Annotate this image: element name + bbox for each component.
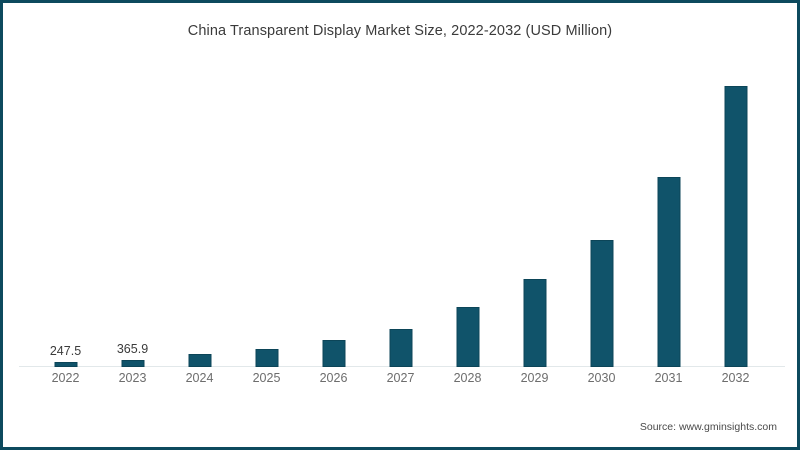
bar-slot	[501, 61, 568, 367]
plot-area: 247.5 365.9	[19, 61, 785, 367]
bar-2029[interactable]	[523, 279, 546, 367]
x-axis-label-2031: 2031	[654, 371, 683, 385]
bar-2031[interactable]	[657, 176, 680, 367]
bar-slot	[434, 61, 501, 367]
bar-slot	[568, 61, 635, 367]
bar-2028[interactable]	[456, 307, 479, 367]
x-axis-label-2027: 2027	[386, 371, 415, 385]
bar-slot	[702, 61, 769, 367]
x-axis-label-2032: 2032	[721, 371, 750, 385]
bar-2024[interactable]	[188, 354, 211, 367]
x-axis-label-2025: 2025	[252, 371, 281, 385]
x-axis-labels: 2022 2023 2024 2025 2026 2027 2028 2029 2030 2031…	[19, 371, 785, 395]
bar-slot	[233, 61, 300, 367]
bar-2032[interactable]	[724, 86, 747, 367]
bar-slot	[635, 61, 702, 367]
x-axis-label-2022: 2022	[51, 371, 80, 385]
bar-slot: 365.9	[99, 61, 166, 367]
bar-value-label-2022: 247.5	[49, 344, 82, 358]
bar-value-label-2023: 365.9	[116, 341, 149, 356]
bar-slot: 247.5	[32, 61, 99, 367]
x-axis-label-2026: 2026	[319, 371, 348, 385]
bar-slot	[367, 61, 434, 367]
x-axis-label-2024: 2024	[185, 371, 214, 385]
x-axis-label-2029: 2029	[520, 371, 549, 385]
chart-title: China Transparent Display Market Size, 2…	[187, 23, 613, 39]
bar-slot	[166, 61, 233, 367]
x-axis-label-2023: 2023	[118, 371, 147, 385]
x-axis-label-2028: 2028	[453, 371, 482, 385]
chart-canvas: China Transparent Display Market Size, 2…	[5, 5, 795, 445]
bar-2025[interactable]	[255, 348, 278, 367]
bar-2023[interactable]	[121, 359, 144, 367]
bar-2027[interactable]	[389, 328, 412, 367]
bar-2026[interactable]	[322, 340, 345, 367]
source-attribution: Source: www.gminsights.com	[639, 421, 777, 433]
bar-2022[interactable]	[54, 362, 77, 367]
x-axis-label-2030: 2030	[587, 371, 616, 385]
bar-2030[interactable]	[590, 239, 613, 367]
bar-slot	[300, 61, 367, 367]
